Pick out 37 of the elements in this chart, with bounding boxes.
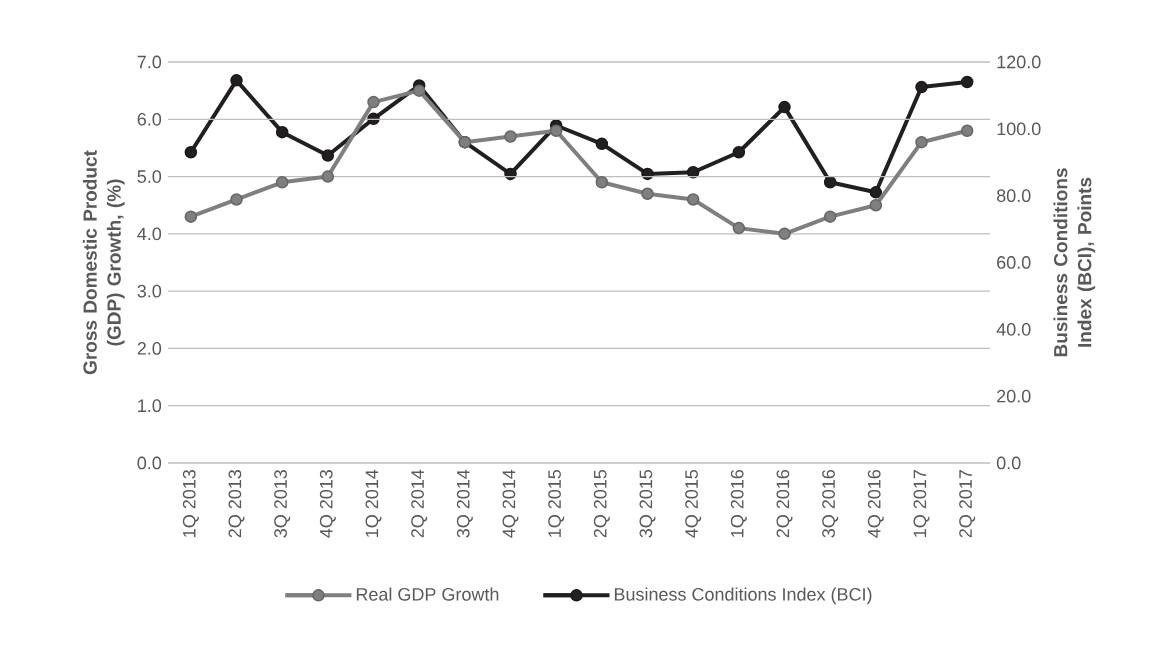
y2-tick-label: 40.0 — [996, 322, 1031, 336]
y-tick-label: 2.0 — [137, 342, 162, 355]
x-tick-label: 3Q 2016 — [822, 470, 839, 538]
y2-tick-label: 0.0 — [996, 456, 1021, 470]
y2-tick-label: 20.0 — [997, 389, 1031, 403]
y-tick-label: 3.0 — [137, 284, 162, 298]
x-tick-label: 4Q 2015 — [685, 469, 702, 538]
y2-tick-label: 100.0 — [997, 122, 1041, 136]
y-tick-label: 1.0 — [138, 399, 162, 413]
x-tick-label: 2Q 2015 — [593, 469, 610, 538]
y2-tick-label: 60.0 — [997, 256, 1031, 269]
x-tick-label: 1Q 2015 — [548, 469, 565, 537]
x-tick-label: 1Q 2013 — [182, 470, 199, 537]
y-tick-label: 5.0 — [137, 170, 162, 183]
x-tick-label: 1Q 2016 — [730, 470, 747, 537]
legend-label: Real GDP Growth — [356, 587, 499, 601]
x-tick-label: 3Q 2013 — [274, 470, 291, 538]
x-tick-label: 2Q 2017 — [959, 470, 976, 538]
y-tick-label: 6.0 — [137, 112, 162, 126]
x-tick-label: 2Q 2016 — [776, 470, 793, 538]
y-axis-title: Gross Domestic Product (GDP) Growth, (%) — [82, 150, 125, 375]
y2-axis-title: Business Conditions Index (BCI), Points — [1053, 168, 1096, 357]
y2-tick-label: 80.0 — [996, 189, 1031, 203]
x-tick-label: 4Q 2013 — [319, 470, 336, 538]
x-tick-label: 4Q 2014 — [502, 469, 519, 538]
y-tick-label: 0.0 — [137, 456, 162, 470]
x-tick-label: 1Q 2017 — [913, 470, 930, 537]
y-tick-label: 4.0 — [137, 227, 162, 241]
x-tick-label: 3Q 2014 — [456, 469, 473, 538]
y2-tick-label: 120.0 — [997, 55, 1041, 69]
x-tick-label: 3Q 2015 — [639, 469, 656, 538]
y-tick-label: 7.0 — [137, 55, 162, 69]
x-tick-label: 2Q 2014 — [411, 469, 428, 538]
legend-label: Business Conditions Index (BCI) — [614, 587, 872, 605]
x-tick-label: 2Q 2013 — [228, 470, 245, 538]
x-tick-label: 1Q 2014 — [365, 469, 382, 537]
x-tick-label: 4Q 2016 — [867, 470, 884, 538]
